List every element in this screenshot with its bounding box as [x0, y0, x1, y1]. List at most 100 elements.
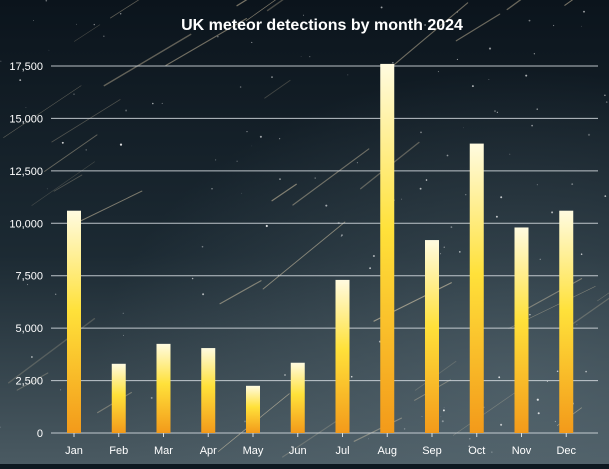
y-tick-label: 17,500 — [9, 61, 43, 73]
star — [420, 188, 422, 190]
star — [583, 11, 585, 13]
star — [76, 24, 77, 25]
star — [236, 161, 237, 162]
star — [369, 267, 371, 269]
star — [571, 183, 573, 185]
star — [509, 154, 510, 155]
star — [440, 253, 441, 254]
star — [103, 36, 104, 37]
star — [469, 438, 470, 439]
star — [444, 247, 445, 248]
star — [606, 101, 608, 103]
star — [489, 79, 490, 80]
star — [420, 132, 422, 134]
star — [252, 146, 253, 147]
star — [202, 293, 204, 295]
star — [309, 56, 310, 57]
x-tick-label: Dec — [556, 445, 576, 457]
star — [284, 374, 286, 376]
star — [241, 193, 242, 194]
star — [152, 103, 154, 105]
star — [211, 188, 212, 189]
star — [404, 428, 405, 429]
star — [73, 94, 74, 95]
star — [120, 13, 121, 14]
star — [581, 253, 583, 255]
chart-title: UK meteor detections by month 2024 — [181, 17, 463, 34]
star — [491, 452, 492, 453]
x-tick-label: Sep — [422, 445, 442, 457]
star — [444, 407, 445, 408]
star — [438, 71, 439, 72]
star — [553, 25, 554, 26]
star — [551, 211, 553, 213]
star — [441, 416, 442, 417]
y-tick-label: 12,500 — [9, 166, 43, 178]
star — [529, 20, 531, 22]
star — [576, 324, 577, 325]
star — [244, 420, 246, 422]
star — [426, 179, 428, 181]
star — [49, 50, 50, 51]
star — [422, 416, 423, 417]
star — [351, 376, 353, 378]
bar — [380, 64, 394, 433]
star — [315, 177, 316, 178]
star — [534, 53, 535, 54]
star — [537, 109, 538, 110]
star — [301, 56, 302, 57]
star — [202, 246, 204, 248]
star — [60, 389, 61, 390]
star — [25, 107, 26, 108]
star — [47, 188, 48, 189]
star — [497, 112, 498, 113]
x-tick-label: Jul — [335, 445, 349, 457]
star — [325, 205, 327, 207]
star — [531, 125, 533, 127]
star — [443, 409, 445, 411]
star — [472, 85, 474, 87]
star — [373, 255, 375, 257]
star — [125, 110, 127, 112]
x-tick-label: May — [243, 445, 264, 457]
star — [585, 371, 587, 373]
bar — [291, 363, 305, 433]
x-tick-label: Aug — [377, 445, 397, 457]
y-tick-label: 5,000 — [15, 323, 43, 335]
x-tick-label: Jan — [65, 445, 83, 457]
bar — [425, 240, 439, 433]
star — [266, 225, 268, 227]
star — [401, 199, 402, 200]
star — [162, 103, 163, 104]
star — [271, 76, 273, 78]
star — [457, 59, 458, 60]
star — [368, 438, 369, 439]
y-tick-label: 15,000 — [9, 113, 43, 125]
star — [500, 196, 502, 198]
y-tick-label: 0 — [37, 428, 43, 440]
star — [465, 194, 466, 195]
bar — [246, 386, 260, 433]
star — [94, 24, 95, 25]
star — [500, 424, 502, 426]
x-tick-label: Nov — [512, 445, 532, 457]
x-tick-label: Oct — [468, 445, 485, 457]
star — [31, 356, 33, 358]
star — [525, 75, 527, 77]
star — [442, 420, 444, 422]
star — [381, 6, 383, 8]
bar — [112, 364, 126, 433]
bar — [157, 344, 171, 433]
x-tick-label: Jun — [289, 445, 307, 457]
y-tick-label: 7,500 — [15, 271, 43, 283]
star — [357, 162, 358, 163]
star — [27, 284, 28, 285]
star — [55, 294, 56, 295]
star — [537, 399, 539, 401]
star — [489, 48, 491, 50]
star — [279, 138, 280, 139]
star — [463, 127, 464, 128]
star — [347, 74, 348, 75]
bar — [201, 348, 215, 433]
